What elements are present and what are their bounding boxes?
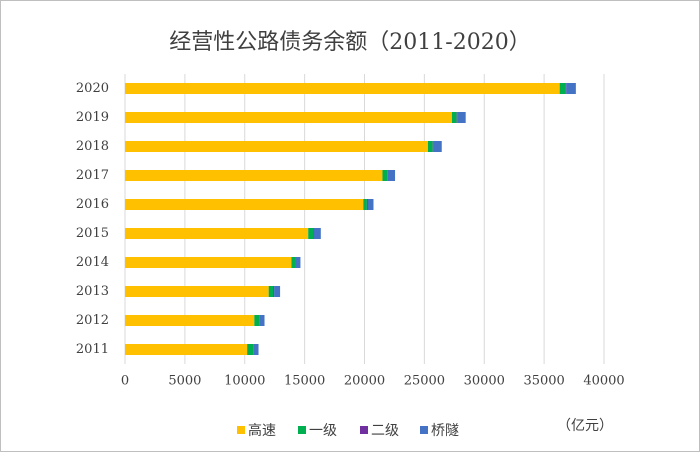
y-tick-label: 2011 (76, 342, 109, 357)
legend-swatch (360, 426, 368, 434)
bar-segment (387, 170, 396, 181)
y-tick-label: 2016 (76, 197, 109, 212)
bar-segment (125, 344, 248, 355)
y-tick-label: 2012 (76, 313, 109, 328)
bar-segment (295, 257, 296, 268)
bar-segment (274, 286, 281, 297)
bar-segment (565, 83, 567, 94)
bar-segment (125, 170, 383, 181)
x-tick-label: 30000 (464, 374, 505, 389)
legend-label: 二级 (371, 423, 399, 439)
legend-swatch (420, 426, 428, 434)
bar-segment (253, 344, 254, 355)
unit-label: （亿元） (557, 418, 613, 434)
bar-segment (125, 112, 452, 123)
y-tick-label: 2013 (76, 284, 109, 299)
bar-segment (291, 257, 296, 268)
y-tick-label: 2019 (76, 110, 109, 125)
legend-label: 高速 (248, 422, 276, 439)
legend-label: 桥隧 (431, 423, 459, 439)
legend-label: 一级 (309, 423, 337, 439)
x-tick-label: 20000 (344, 374, 385, 389)
bar-segment (295, 257, 301, 268)
bar-segment (313, 228, 314, 239)
bar-segment (253, 344, 259, 355)
bar-segment (125, 199, 364, 210)
bar-segment (125, 228, 309, 239)
bar-segment (313, 228, 321, 239)
bar-segment (254, 315, 260, 326)
x-tick-label: 0 (121, 374, 129, 389)
bar-segment (457, 112, 466, 123)
bar-segment (273, 286, 275, 297)
bar-segment (125, 141, 428, 152)
bar-segment (456, 112, 458, 123)
bar-segment (366, 199, 368, 210)
bar-segment (247, 344, 254, 355)
bar-segment (268, 286, 274, 297)
bar-segment (125, 257, 292, 268)
bar-segment (382, 170, 388, 181)
x-tick-label: 5000 (168, 374, 201, 389)
bar-segment (125, 286, 269, 297)
x-tick-label: 25000 (404, 374, 445, 389)
x-tick-label: 15000 (284, 374, 325, 389)
bar-segment (308, 228, 314, 239)
y-tick-label: 2018 (76, 139, 109, 154)
bar-segment (259, 315, 260, 326)
y-tick-label: 2020 (76, 81, 109, 96)
bar-segment (427, 141, 433, 152)
y-tick-label: 2014 (76, 255, 109, 270)
y-tick-label: 2017 (76, 168, 109, 183)
bar-segment (559, 83, 566, 94)
chart-title: 经营性公路债务余额（2011-2020） (169, 30, 530, 55)
x-tick-label: 10000 (224, 374, 265, 389)
bar-segment (432, 141, 434, 152)
bar-segment (387, 170, 388, 181)
x-tick-label: 40000 (583, 374, 624, 389)
bar-segment (566, 83, 576, 94)
bar-segment (433, 141, 442, 152)
legend-swatch (237, 426, 245, 434)
bar-segment (363, 199, 367, 210)
bar-segment (259, 315, 265, 326)
bar-segment (367, 199, 374, 210)
bar-segment (125, 83, 560, 94)
y-tick-label: 2015 (76, 226, 109, 241)
legend-swatch (298, 426, 306, 434)
bar-segment (451, 112, 457, 123)
x-tick-label: 35000 (523, 374, 564, 389)
bar-segment (125, 315, 255, 326)
